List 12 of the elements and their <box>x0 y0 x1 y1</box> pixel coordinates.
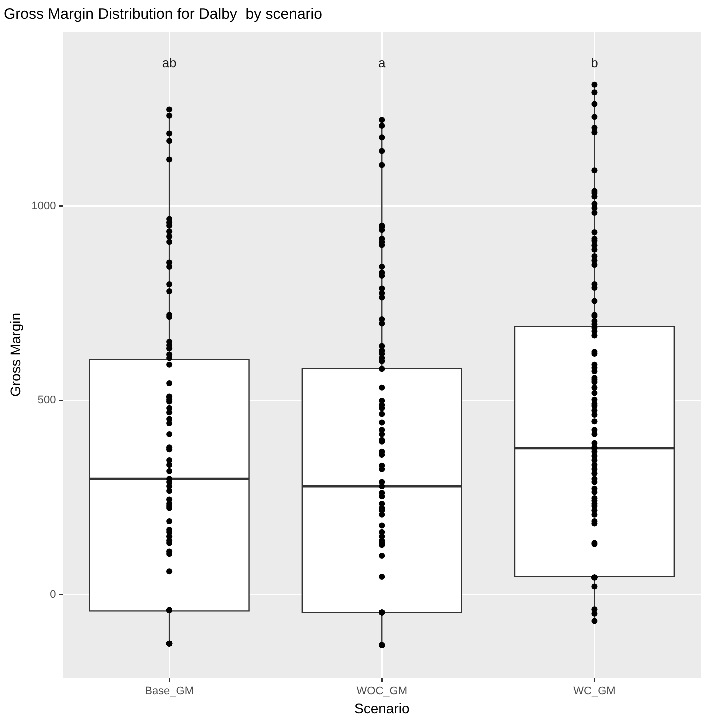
x-tick-label: WOC_GM <box>356 686 408 698</box>
annotation: b <box>591 56 598 71</box>
chart-title: Gross Margin Distribution for Dalby by scenario <box>4 6 322 24</box>
y-tick-label: 500 <box>38 394 56 407</box>
y-tick-label: 0 <box>50 588 56 601</box>
y-axis-title: Gross Margin <box>7 312 24 398</box>
y-tick-label: 1000 <box>32 200 56 212</box>
annotation: a <box>378 56 387 71</box>
x-axis-title: Scenario <box>354 700 410 716</box>
x-tick-label: Base_GM <box>145 686 194 698</box>
x-tick-label: WC_GM <box>574 686 616 698</box>
annotation: ab <box>162 56 177 71</box>
